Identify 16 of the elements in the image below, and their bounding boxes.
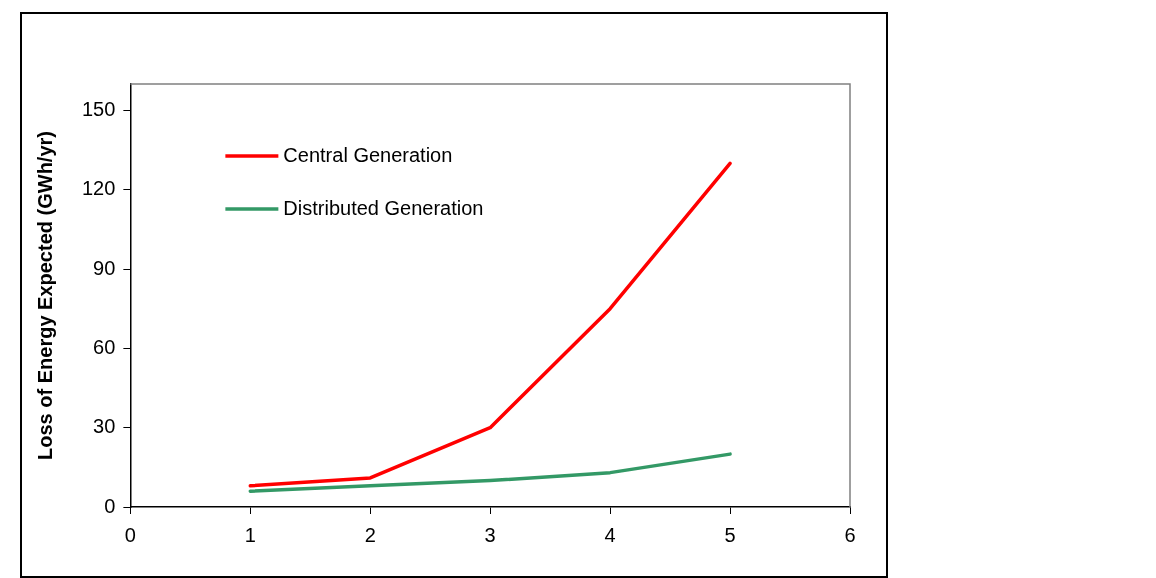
legend-label: Distributed Generation <box>283 196 484 219</box>
y-tick-label: 90 <box>93 256 116 279</box>
legend-label: Central Generation <box>283 143 453 166</box>
x-tick-label: 5 <box>724 523 736 546</box>
x-tick-label: 1 <box>244 523 256 546</box>
y-tick-label: 60 <box>93 335 116 358</box>
y-tick-label: 120 <box>81 177 116 200</box>
x-tick-label: 6 <box>844 523 856 546</box>
x-tick-label: 3 <box>484 523 496 546</box>
y-tick-label: 150 <box>81 97 116 120</box>
x-tick-label: 2 <box>364 523 376 546</box>
y-tick-label: 30 <box>93 415 116 438</box>
x-tick-label: 0 <box>124 523 136 546</box>
y-tick-label: 0 <box>104 494 116 517</box>
y-axis-title: Loss of Energy Expected (GWh/yr) <box>33 131 56 460</box>
x-tick-label: 4 <box>604 523 616 546</box>
